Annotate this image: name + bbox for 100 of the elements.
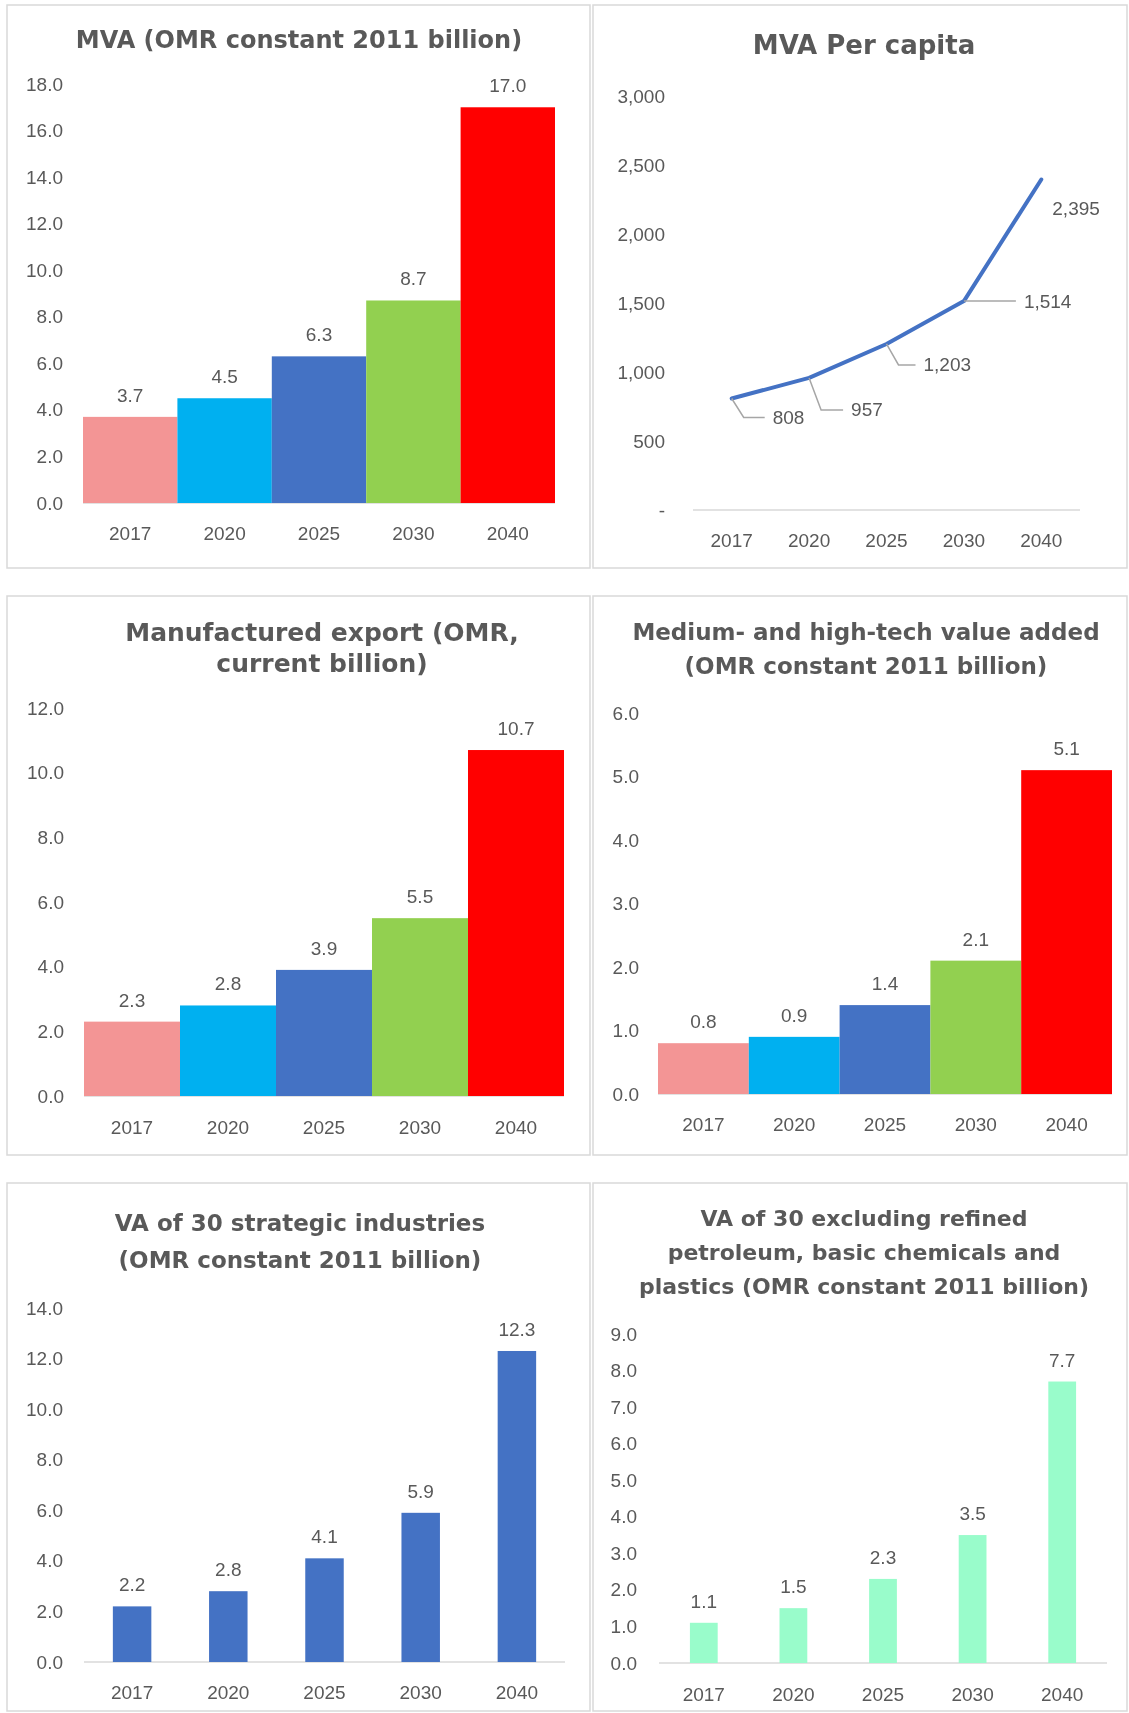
y-tick-label: 4.0: [36, 399, 63, 421]
bar: [869, 1578, 897, 1663]
data-label: 3.7: [116, 384, 144, 406]
x-tick-label: 2017: [109, 522, 152, 544]
y-tick-label: 1,500: [617, 292, 665, 314]
y-tick-label: 8.0: [36, 1449, 63, 1471]
data-label: 4.5: [211, 366, 238, 388]
y-tick-label: 1.0: [610, 1615, 637, 1637]
y-tick-label: 16.0: [26, 120, 63, 142]
chart-title: VA of 30 excluding refined petroleum, basic chemicals and plastics (OMR constant 2011 billion): [638, 1205, 1090, 1299]
x-tick-label: 2017: [110, 1681, 154, 1703]
x-tick-label: 2020: [787, 529, 831, 551]
data-label: 3.9: [310, 937, 338, 959]
y-tick-label: 5.0: [610, 1469, 637, 1491]
chart-title: Medium- and high-tech value added (OMR constant 2011 billion): [632, 619, 1100, 679]
data-label: 957: [851, 399, 883, 421]
y-tick-label: 2.0: [36, 445, 63, 467]
data-label: 7.7: [1048, 1349, 1076, 1371]
bar: [271, 356, 367, 503]
x-tick-label: 2025: [302, 1116, 346, 1138]
data-label: 2.8: [215, 1559, 242, 1581]
y-tick-label: 6.0: [36, 1499, 63, 1521]
x-tick-label: 2017: [110, 1116, 154, 1138]
y-tick-label: 18.0: [26, 73, 63, 95]
data-label: 1.1: [690, 1590, 718, 1612]
data-label: 0.9: [780, 1004, 808, 1026]
y-tick-label: 0.0: [36, 492, 63, 514]
y-tick-label: 0.0: [610, 1652, 637, 1674]
y-tick-label: 4.0: [36, 1550, 63, 1572]
bar: [177, 398, 272, 503]
y-tick-label: 14.0: [26, 1297, 63, 1319]
data-label: 2.2: [118, 1574, 146, 1596]
chart-title: Manufactured export (OMR, current billion): [125, 617, 519, 678]
x-tick-label: 2020: [207, 1681, 250, 1703]
y-tick-label: 4.0: [37, 956, 64, 978]
y-tick-label: 12.0: [26, 213, 63, 235]
bar: [958, 1535, 987, 1663]
bar: [276, 969, 372, 1096]
bar: [112, 1606, 152, 1662]
x-tick-label: 2025: [863, 1113, 907, 1135]
y-tick-label: 0.0: [37, 1085, 64, 1107]
data-label: 6.3: [305, 324, 333, 346]
y-tick-label: 2.0: [37, 1020, 64, 1042]
bar: [468, 750, 564, 1096]
x-tick-label: 2040: [1041, 1683, 1084, 1705]
x-tick-label: 2017: [710, 529, 753, 551]
x-tick-label: 2025: [861, 1683, 905, 1705]
y-tick-label: 2.0: [612, 956, 639, 978]
bar: [689, 1622, 718, 1663]
y-tick-label: 12.0: [27, 697, 64, 719]
data-label: 0.8: [690, 1011, 717, 1033]
x-tick-label: 2017: [682, 1113, 725, 1135]
x-tick-label: 2020: [203, 522, 246, 544]
y-tick-label: 10.0: [26, 1398, 63, 1420]
x-tick-label: 2040: [495, 1681, 539, 1703]
data-label: 4.1: [311, 1526, 338, 1548]
bar: [305, 1558, 344, 1662]
data-label: 2.1: [962, 928, 990, 950]
y-tick-label: 8.0: [610, 1360, 637, 1382]
y-tick-label: 6.0: [36, 352, 63, 374]
x-tick-label: 2030: [392, 522, 435, 544]
data-label: 2.3: [118, 989, 146, 1011]
x-tick-label: 2040: [1045, 1113, 1088, 1135]
chart-title: MVA (OMR constant 2011 billion): [75, 26, 523, 54]
data-label: 3.5: [959, 1503, 986, 1525]
y-tick-label: 0.0: [612, 1083, 639, 1105]
y-tick-label: 5.0: [612, 766, 639, 787]
x-tick-label: 2020: [206, 1116, 250, 1138]
bar: [180, 1005, 276, 1096]
y-tick-label: 3,000: [617, 85, 665, 107]
y-tick-label: 4.0: [610, 1506, 637, 1528]
bar: [83, 416, 178, 503]
y-tick-label: 2,500: [617, 154, 665, 176]
data-label: 8.7: [400, 268, 427, 290]
data-label: 1,203: [923, 354, 972, 376]
y-tick-label: 0.0: [36, 1651, 63, 1673]
bar: [366, 300, 461, 503]
data-label: 10.7: [497, 718, 535, 740]
x-tick-label: 2020: [772, 1683, 815, 1705]
bar: [839, 1005, 931, 1094]
data-label: 5.9: [407, 1480, 434, 1502]
bar: [779, 1608, 808, 1663]
data-label: 2,395: [1052, 197, 1100, 219]
y-tick-label: 1.0: [612, 1020, 639, 1041]
bar: [930, 960, 1022, 1094]
y-tick-label: 2.0: [36, 1600, 63, 1622]
y-tick-label: 2.0: [610, 1579, 637, 1601]
y-tick-label: 10.0: [26, 259, 63, 281]
y-tick-label: 8.0: [36, 306, 63, 328]
bar: [401, 1512, 440, 1662]
bar: [460, 107, 555, 503]
y-tick-label: 3.0: [612, 893, 639, 914]
y-tick-label: 14.0: [26, 166, 63, 188]
data-label: 1.5: [780, 1576, 807, 1598]
bar: [209, 1591, 248, 1662]
y-tick-label: 7.0: [610, 1396, 637, 1418]
y-tick-label: 10.0: [27, 762, 64, 784]
y-tick-label: -: [658, 499, 665, 521]
bar: [1048, 1381, 1077, 1663]
y-tick-label: 9.0: [610, 1323, 637, 1345]
